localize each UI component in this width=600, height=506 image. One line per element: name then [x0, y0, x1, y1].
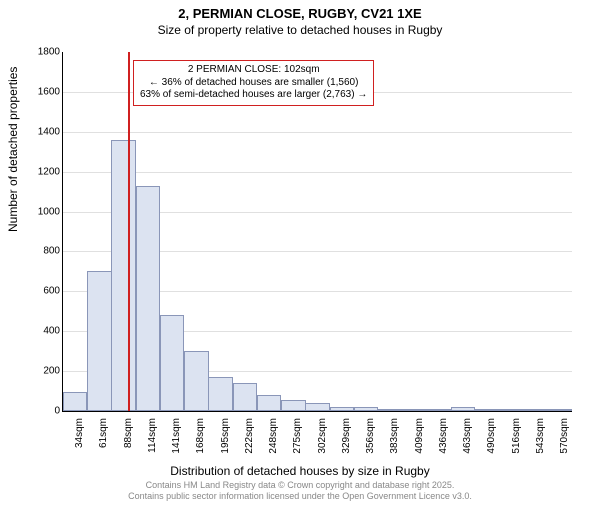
x-tick-label: 168sqm	[195, 418, 206, 468]
footer-line-2: Contains public sector information licen…	[0, 491, 600, 502]
histogram-bar	[499, 409, 523, 411]
x-tick-label: 383sqm	[389, 418, 400, 468]
annotation-line-3: 63% of semi-detached houses are larger (…	[140, 89, 367, 102]
x-tick-label: 248sqm	[268, 418, 279, 468]
footer-line-1: Contains HM Land Registry data © Crown c…	[0, 480, 600, 491]
histogram-bar	[330, 407, 354, 411]
histogram-bar	[524, 409, 548, 411]
y-tick-label: 1400	[30, 126, 60, 137]
y-tick-label: 1200	[30, 166, 60, 177]
chart-title-main: 2, PERMIAN CLOSE, RUGBY, CV21 1XE	[0, 6, 600, 21]
x-tick-label: 329sqm	[341, 418, 352, 468]
x-tick-label: 436sqm	[438, 418, 449, 468]
x-tick-label: 275sqm	[292, 418, 303, 468]
x-tick-label: 88sqm	[123, 418, 134, 468]
y-tick-label: 1000	[30, 206, 60, 217]
x-tick-label: 61sqm	[98, 418, 109, 468]
chart-plot-area: 2 PERMIAN CLOSE: 102sqm← 36% of detached…	[62, 52, 572, 412]
x-tick-label: 463sqm	[462, 418, 473, 468]
histogram-bar	[160, 315, 184, 411]
property-marker-line	[128, 52, 130, 411]
histogram-bar	[184, 351, 208, 411]
x-tick-label: 141sqm	[171, 418, 182, 468]
x-tick-label: 302sqm	[317, 418, 328, 468]
gridline	[63, 172, 572, 173]
y-tick-label: 1800	[30, 47, 60, 58]
x-tick-label: 222sqm	[244, 418, 255, 468]
x-tick-label: 516sqm	[511, 418, 522, 468]
x-tick-label: 570sqm	[559, 418, 570, 468]
histogram-bar	[136, 186, 160, 411]
x-tick-label: 114sqm	[147, 418, 158, 468]
histogram-bar	[63, 392, 87, 411]
x-tick-label: 195sqm	[220, 418, 231, 468]
y-tick-label: 0	[30, 406, 60, 417]
x-tick-label: 409sqm	[414, 418, 425, 468]
y-axis-label: Number of detached properties	[6, 67, 20, 232]
histogram-bar	[111, 140, 135, 411]
chart-footer: Contains HM Land Registry data © Crown c…	[0, 480, 600, 502]
chart-title-sub: Size of property relative to detached ho…	[0, 23, 600, 37]
y-tick-label: 1600	[30, 86, 60, 97]
histogram-bar	[257, 395, 281, 411]
x-tick-label: 356sqm	[365, 418, 376, 468]
x-tick-label: 543sqm	[535, 418, 546, 468]
annotation-box: 2 PERMIAN CLOSE: 102sqm← 36% of detached…	[133, 60, 374, 106]
annotation-line-2: ← 36% of detached houses are smaller (1,…	[140, 77, 367, 90]
histogram-bar	[548, 409, 572, 411]
y-tick-label: 800	[30, 246, 60, 257]
y-tick-label: 600	[30, 286, 60, 297]
x-tick-label: 490sqm	[486, 418, 497, 468]
annotation-line-1: 2 PERMIAN CLOSE: 102sqm	[140, 64, 367, 77]
histogram-bar	[208, 377, 232, 411]
histogram-bar	[281, 400, 305, 411]
histogram-bar	[305, 403, 329, 411]
histogram-bar	[354, 407, 378, 411]
histogram-bar	[427, 409, 451, 411]
y-tick-label: 200	[30, 366, 60, 377]
histogram-bar	[233, 383, 257, 411]
x-tick-label: 34sqm	[74, 418, 85, 468]
histogram-bar	[475, 409, 499, 411]
histogram-bar	[402, 409, 426, 411]
histogram-bar	[378, 409, 402, 411]
histogram-bar	[87, 271, 111, 411]
gridline	[63, 132, 572, 133]
y-tick-label: 400	[30, 326, 60, 337]
histogram-bar	[451, 407, 475, 411]
